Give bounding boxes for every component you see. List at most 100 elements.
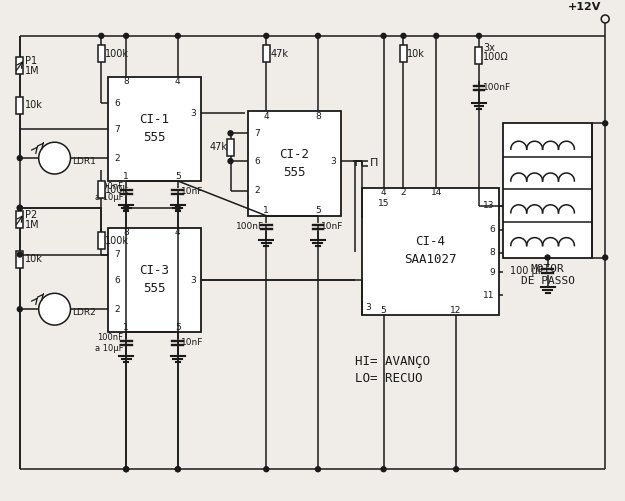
Bar xyxy=(16,97,23,114)
Text: 10k: 10k xyxy=(25,100,42,110)
Text: 10nF: 10nF xyxy=(181,339,203,348)
Text: 47k: 47k xyxy=(209,142,227,152)
Text: 2: 2 xyxy=(401,188,406,197)
Text: 4: 4 xyxy=(264,112,269,121)
Circle shape xyxy=(316,467,321,471)
Circle shape xyxy=(454,467,459,471)
Text: 7: 7 xyxy=(114,250,120,259)
Text: LDR1: LDR1 xyxy=(72,157,96,166)
Text: 2: 2 xyxy=(114,305,120,314)
Text: 3: 3 xyxy=(190,276,196,285)
Text: 1: 1 xyxy=(123,323,129,332)
Text: CI-3: CI-3 xyxy=(139,265,169,278)
Circle shape xyxy=(18,205,22,210)
Text: 100 μF: 100 μF xyxy=(510,267,544,277)
Text: 3: 3 xyxy=(330,157,336,166)
Circle shape xyxy=(476,34,481,39)
Bar xyxy=(98,45,105,62)
Circle shape xyxy=(176,467,181,471)
Bar xyxy=(248,111,341,216)
Text: 6: 6 xyxy=(254,157,260,166)
Bar xyxy=(476,47,482,64)
Bar xyxy=(400,45,407,62)
Circle shape xyxy=(264,34,269,39)
Text: P1: P1 xyxy=(25,56,37,66)
Text: 12: 12 xyxy=(451,306,462,315)
Text: 2: 2 xyxy=(114,154,120,163)
Text: CI-1: CI-1 xyxy=(139,113,169,126)
Circle shape xyxy=(401,34,406,39)
Circle shape xyxy=(316,34,321,39)
Circle shape xyxy=(39,142,71,174)
Text: 3: 3 xyxy=(190,109,196,118)
Text: 47k: 47k xyxy=(270,49,288,59)
Circle shape xyxy=(602,121,608,126)
Text: 1: 1 xyxy=(263,206,269,215)
Bar xyxy=(98,232,105,249)
Circle shape xyxy=(99,34,104,39)
Text: 10nF: 10nF xyxy=(181,187,203,196)
Text: 4: 4 xyxy=(175,228,181,237)
Circle shape xyxy=(228,159,233,164)
Text: P2: P2 xyxy=(25,210,37,220)
Text: 555: 555 xyxy=(143,282,166,295)
Text: 5: 5 xyxy=(175,323,181,332)
Text: 8: 8 xyxy=(123,228,129,237)
Text: 8: 8 xyxy=(489,248,495,257)
Circle shape xyxy=(124,467,129,471)
Bar xyxy=(16,251,23,268)
Text: 5: 5 xyxy=(381,306,386,315)
Bar xyxy=(98,181,105,198)
Text: 11: 11 xyxy=(483,291,495,300)
Text: 7: 7 xyxy=(114,125,120,134)
Text: 100nF: 100nF xyxy=(236,222,264,231)
Text: +12V: +12V xyxy=(568,2,601,12)
Circle shape xyxy=(264,467,269,471)
Circle shape xyxy=(228,131,233,136)
Text: 10k: 10k xyxy=(25,255,42,265)
Bar xyxy=(108,77,201,181)
Text: 14: 14 xyxy=(431,188,442,197)
Text: 13: 13 xyxy=(483,201,495,210)
Text: 6: 6 xyxy=(489,225,495,234)
Bar xyxy=(16,57,23,74)
Text: 2: 2 xyxy=(254,186,260,195)
Text: LDR2: LDR2 xyxy=(72,308,96,317)
Circle shape xyxy=(18,156,22,161)
Text: CI-4: CI-4 xyxy=(415,235,445,248)
Circle shape xyxy=(381,34,386,39)
Circle shape xyxy=(18,252,22,257)
Bar xyxy=(503,123,592,258)
Text: 3: 3 xyxy=(366,303,371,312)
Text: 5: 5 xyxy=(175,171,181,180)
Bar xyxy=(108,227,201,332)
Circle shape xyxy=(39,293,71,325)
Text: 100k: 100k xyxy=(105,235,129,245)
Bar xyxy=(262,45,270,62)
Circle shape xyxy=(602,255,608,260)
Text: 6: 6 xyxy=(114,276,120,285)
Text: LO= RECUO: LO= RECUO xyxy=(355,372,422,385)
Text: 100nF
a 10μF: 100nF a 10μF xyxy=(94,333,123,353)
Circle shape xyxy=(601,15,609,23)
Text: 10k: 10k xyxy=(408,49,425,59)
Text: 10nF: 10nF xyxy=(321,222,343,231)
Text: 9: 9 xyxy=(489,268,495,277)
Text: 3x: 3x xyxy=(483,43,495,53)
Text: 6: 6 xyxy=(114,99,120,108)
Text: 15: 15 xyxy=(378,199,389,208)
Circle shape xyxy=(176,467,181,471)
Text: 8: 8 xyxy=(123,77,129,86)
Circle shape xyxy=(434,34,439,39)
Text: 555: 555 xyxy=(283,166,306,179)
Text: 8: 8 xyxy=(315,112,321,121)
Circle shape xyxy=(18,205,22,210)
Text: 5: 5 xyxy=(315,206,321,215)
Circle shape xyxy=(124,34,129,39)
Text: 100nF
a 10μF: 100nF a 10μF xyxy=(94,182,123,201)
Circle shape xyxy=(18,307,22,312)
Text: 100Ω: 100Ω xyxy=(483,52,509,62)
Bar xyxy=(362,188,499,315)
Text: CI-2: CI-2 xyxy=(279,148,309,161)
Text: 1: 1 xyxy=(123,171,129,180)
